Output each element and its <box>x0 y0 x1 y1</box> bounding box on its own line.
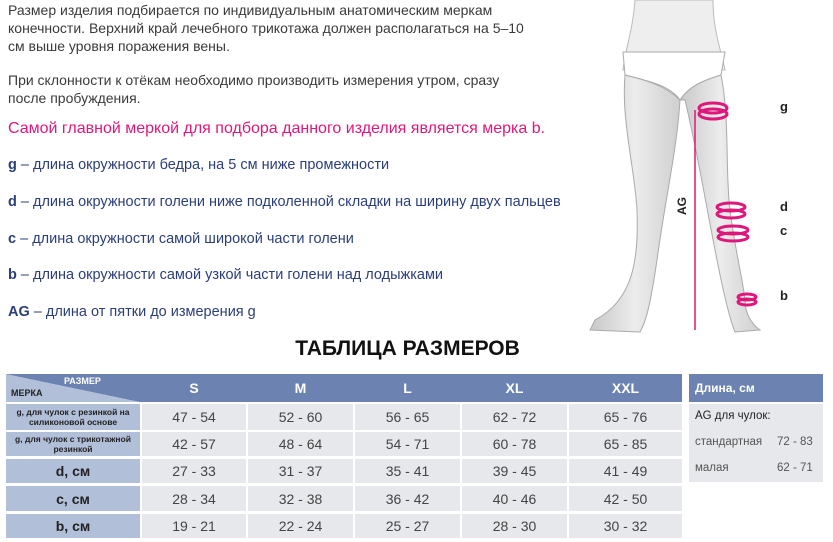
corner-cell: РАЗМЕР МЕРКА <box>6 374 140 402</box>
table-cell: 32 - 38 <box>248 486 353 511</box>
corner-measure-label: МЕРКА <box>11 388 43 398</box>
table-cell: 31 - 37 <box>248 459 353 483</box>
table-cell: 65 - 85 <box>569 432 682 456</box>
table-cell: 40 - 46 <box>462 486 567 511</box>
definition-d: d – длина окружности голени ниже подколе… <box>8 193 561 211</box>
table-cell: 62 - 72 <box>462 404 567 430</box>
def-text: – длина от пятки до измерения g <box>29 304 256 320</box>
row-label: c, см <box>6 486 140 511</box>
size-header-xxl: XXL <box>611 380 640 396</box>
def-text: – длина окружности голени ниже подколенн… <box>16 194 561 210</box>
definition-c: c – длина окружности самой широкой части… <box>8 230 354 248</box>
length-box: Длина, см AG для чулок: стандартная 72 -… <box>689 374 823 482</box>
text-line: конечности. Верхний край лечебного трико… <box>8 20 524 36</box>
text-line: см выше уровня поражения вены. <box>8 38 230 54</box>
table-cell: 27 - 33 <box>142 459 246 483</box>
table-cell: 35 - 41 <box>355 459 460 483</box>
label-c: c <box>780 223 787 238</box>
label-b: b <box>780 288 788 303</box>
row-label: g, для чулок с трикотажной резинкой <box>6 432 140 456</box>
text-line: При склонности к отёкам необходимо произ… <box>8 72 500 88</box>
definition-g: g – длина окружности бедра, на 5 см ниже… <box>8 156 389 174</box>
table-cell: 60 - 78 <box>462 432 567 456</box>
table-cell: 42 - 57 <box>142 432 246 456</box>
text-line: Размер изделия подбирается по индивидуал… <box>8 2 493 18</box>
table-cell: 52 - 60 <box>248 404 353 430</box>
measure-bands <box>697 101 758 307</box>
length-label-standard: стандартная <box>695 436 763 448</box>
table-cell: 19 - 21 <box>142 514 246 538</box>
text-line: после пробуждения. <box>8 90 141 106</box>
legs-illustration: AG g d c b <box>589 0 788 333</box>
def-text: – длина окружности самой широкой части г… <box>16 231 354 247</box>
label-d: d <box>780 199 788 214</box>
table-cell: 41 - 49 <box>569 459 682 483</box>
left-leg <box>589 74 681 333</box>
definition-ag: AG – длина от пятки до измерения g <box>8 303 256 321</box>
length-header: Длина, см <box>689 374 823 402</box>
table-cell: 36 - 42 <box>355 486 460 511</box>
table-cell: 54 - 71 <box>355 432 460 456</box>
table-cell: 39 - 45 <box>462 459 567 483</box>
table-cell: 65 - 76 <box>569 404 682 430</box>
length-value-small: 62 - 71 <box>777 462 813 474</box>
def-key: g <box>8 157 17 173</box>
table-cell: 42 - 50 <box>569 486 682 511</box>
table-cell: 28 - 30 <box>462 514 567 538</box>
table-cell: 56 - 65 <box>355 404 460 430</box>
length-label-small: малая <box>695 462 729 474</box>
table-cell: 30 - 32 <box>569 514 682 538</box>
def-key: AG <box>8 304 30 320</box>
row-label: b, см <box>6 514 140 538</box>
def-text: – длина окружности бедра, на 5 см ниже п… <box>16 157 390 173</box>
table-cell: 25 - 27 <box>355 514 460 538</box>
row-label: d, см <box>6 459 140 483</box>
table-cell: 28 - 34 <box>142 486 246 511</box>
def-key: c <box>8 231 17 247</box>
def-text: – длина окружности самой узкой части гол… <box>16 267 444 283</box>
size-header-xl: XL <box>505 380 524 396</box>
table-cell: 48 - 64 <box>248 432 353 456</box>
row-label: g, для чулок с резинкой на силиконовой о… <box>6 404 140 430</box>
length-value-standard: 72 - 83 <box>777 436 813 448</box>
size-header-m: M <box>294 380 307 396</box>
label-ag: AG <box>675 197 689 215</box>
def-key: b <box>8 267 17 283</box>
def-key: d <box>8 194 17 210</box>
highlight-note: Самой главной меркой для подбора данного… <box>8 120 546 137</box>
table-cell: 22 - 24 <box>248 514 353 538</box>
label-g: g <box>780 99 788 114</box>
length-subtitle: AG для чулок: <box>695 410 771 422</box>
definition-b: b – длина окружности самой узкой части г… <box>8 266 443 284</box>
size-header-s: S <box>189 380 199 396</box>
table-cell: 47 - 54 <box>142 404 246 430</box>
table-title: ТАБЛИЦА РАЗМЕРОВ <box>295 337 520 360</box>
corner-size-label: РАЗМЕР <box>64 376 101 386</box>
size-header-l: L <box>403 380 412 396</box>
